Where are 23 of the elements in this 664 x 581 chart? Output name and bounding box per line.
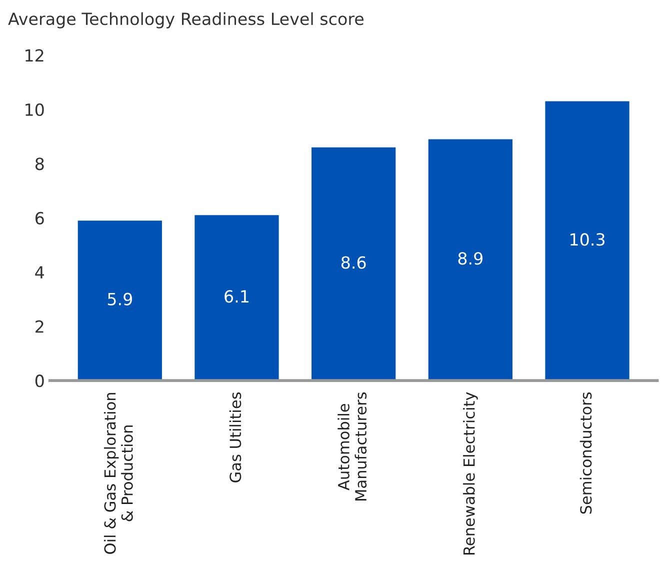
data-label: 8.9 — [458, 252, 482, 265]
y-tick-label: 12 — [26, 49, 44, 62]
x-tick-label: Oil & Gas Exploration & Production — [104, 392, 133, 554]
y-tick-label: 0 — [35, 374, 44, 388]
y-tick-label: 6 — [36, 212, 44, 224]
x-tick-label: Automobile Manufacturers — [338, 392, 367, 500]
bar — [428, 139, 512, 381]
y-tick-label: 10 — [26, 103, 44, 116]
y-tick-label: 2 — [36, 320, 44, 333]
data-label: 8.6 — [341, 256, 366, 269]
x-tick-label: Semiconductors — [580, 392, 592, 514]
x-tick-label: Gas Utilities — [229, 392, 242, 482]
bar — [312, 147, 396, 381]
data-label: 10.3 — [570, 233, 604, 246]
y-tick-label: 8 — [35, 158, 44, 170]
bar — [194, 215, 279, 381]
chart-title: Average Technology Readiness Level score — [8, 12, 364, 28]
bar — [78, 220, 162, 381]
data-label: 6.1 — [224, 290, 248, 303]
bar — [545, 101, 630, 381]
data-label: 5.9 — [108, 292, 132, 306]
x-tick-label: Renewable Electricity — [463, 392, 478, 555]
y-tick-label: 4 — [35, 266, 44, 278]
